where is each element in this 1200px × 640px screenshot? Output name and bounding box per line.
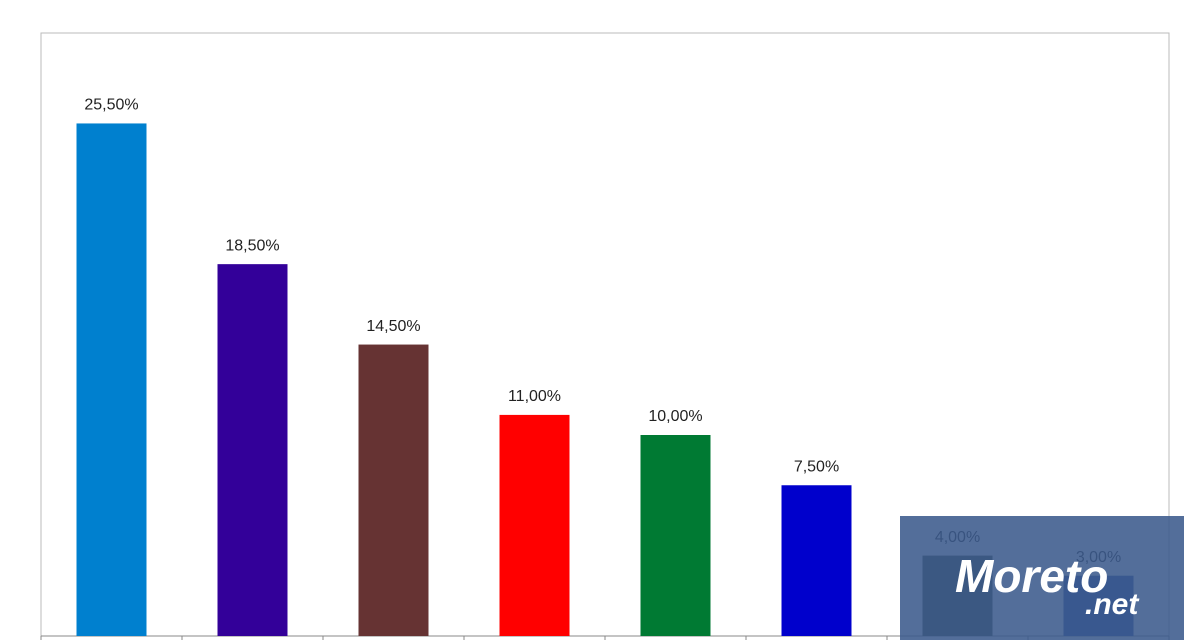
value-label: 14,50%: [366, 318, 420, 335]
value-label: 18,50%: [225, 237, 279, 254]
watermark-box: [900, 516, 1184, 640]
value-label: 11,00%: [508, 388, 561, 405]
bar: [358, 344, 429, 636]
bar: [499, 414, 570, 636]
watermark-text: Moreto: [955, 550, 1108, 602]
value-label: 25,50%: [84, 97, 138, 114]
bar: [76, 123, 147, 636]
bar: [217, 264, 288, 636]
bar: [781, 485, 852, 636]
value-label: 7,50%: [794, 458, 839, 475]
value-label: 10,00%: [648, 408, 702, 425]
plot-frame: [40, 32, 1170, 640]
watermark-text: .net: [1085, 588, 1140, 621]
bar: [640, 435, 711, 636]
